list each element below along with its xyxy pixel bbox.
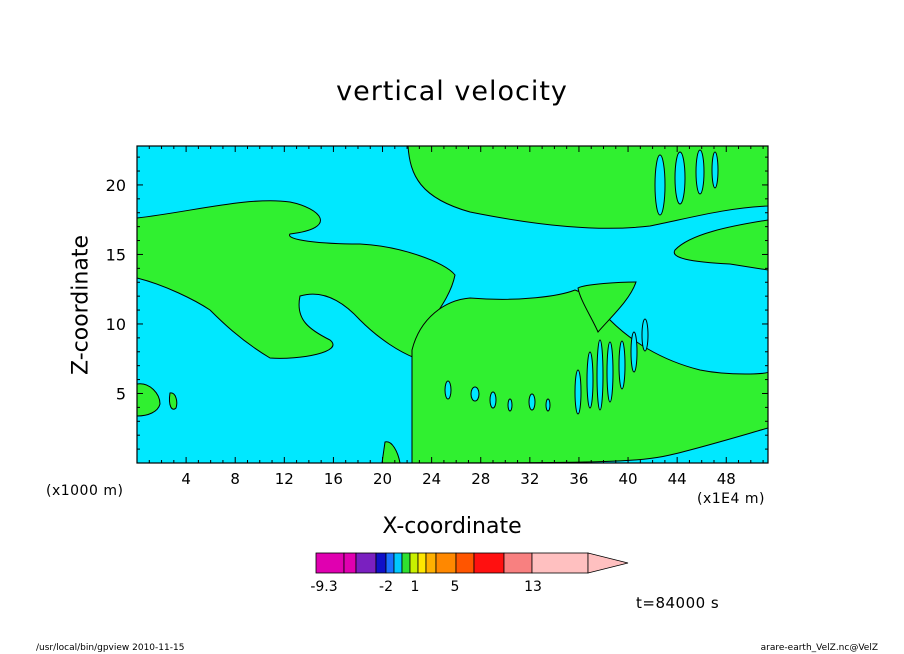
plot-frame	[136, 145, 769, 464]
colorbar-segment	[393, 552, 403, 574]
x-tick-label: 28	[471, 470, 490, 488]
colorbar-segment	[503, 552, 533, 574]
colorbar-label: -9.3	[310, 579, 337, 595]
footer-left: /usr/local/bin/gpview 2010-11-15	[36, 643, 185, 653]
x-tick-label: 20	[373, 470, 392, 488]
colorbar-segment	[375, 552, 387, 574]
colorbar-extension	[587, 552, 629, 574]
y-tick-label: 10	[106, 315, 126, 334]
colorbar-label: 5	[451, 579, 460, 595]
colorbar-segment	[401, 552, 411, 574]
x-tick-label: 12	[275, 470, 294, 488]
colorbar-segment	[343, 552, 357, 574]
x-axis: 4 8 12 16 20 24 28 32 36 40 44 48	[148, 146, 764, 488]
x-tick-label: 44	[668, 470, 687, 488]
colorbar-label: 1	[411, 579, 420, 595]
colorbar-segment	[455, 552, 475, 574]
colorbar-segment	[425, 552, 437, 574]
x-tick-label: 8	[230, 470, 240, 488]
y-tick-label: 5	[116, 384, 126, 403]
x-tick-label: 24	[422, 470, 441, 488]
y-tick-label: 20	[106, 176, 126, 195]
y-tick-label: 15	[106, 245, 126, 264]
colorbar-label: -2	[379, 579, 393, 595]
colorbar-segment	[409, 552, 419, 574]
colorbar-segment	[385, 552, 395, 574]
chart-title: vertical velocity	[336, 76, 568, 107]
x-tick-label: 36	[569, 470, 588, 488]
colorbar-segment	[435, 552, 457, 574]
footer-right: arare-earth_VelZ.nc@VelZ	[760, 643, 878, 653]
x-tick-label: 40	[619, 470, 638, 488]
x-tick-label: 48	[717, 470, 736, 488]
colorbar-segment	[531, 552, 589, 574]
negative-cells	[444, 149, 719, 415]
colorbar: -9.3 -2 1 5 13	[310, 552, 629, 595]
colorbar-segment	[315, 552, 345, 574]
region-blob-38-12	[577, 281, 637, 333]
region-left-blob-1	[137, 383, 161, 417]
colorbar-label: 13	[524, 579, 542, 595]
region-right-upper	[673, 219, 768, 271]
colorbar-segment	[417, 552, 427, 574]
y-axis-label: Z-coordinate	[68, 235, 94, 375]
x-axis-multiplier-right: (x1E4 m)	[697, 491, 765, 507]
region-lower-left-edge	[381, 441, 401, 463]
time-label: t=84000 s	[636, 594, 720, 612]
y-axis: 5 10 15 20	[106, 156, 768, 450]
x-tick-label: 4	[181, 470, 191, 488]
x-axis-multiplier-left: (x1000 m)	[46, 483, 124, 499]
x-tick-label: 16	[324, 470, 343, 488]
colorbar-segment	[473, 552, 505, 574]
colorbar-segment	[355, 552, 377, 574]
x-axis-label: X-coordinate	[382, 514, 522, 539]
x-tick-label: 32	[520, 470, 539, 488]
region-left-blob-2	[169, 392, 178, 410]
